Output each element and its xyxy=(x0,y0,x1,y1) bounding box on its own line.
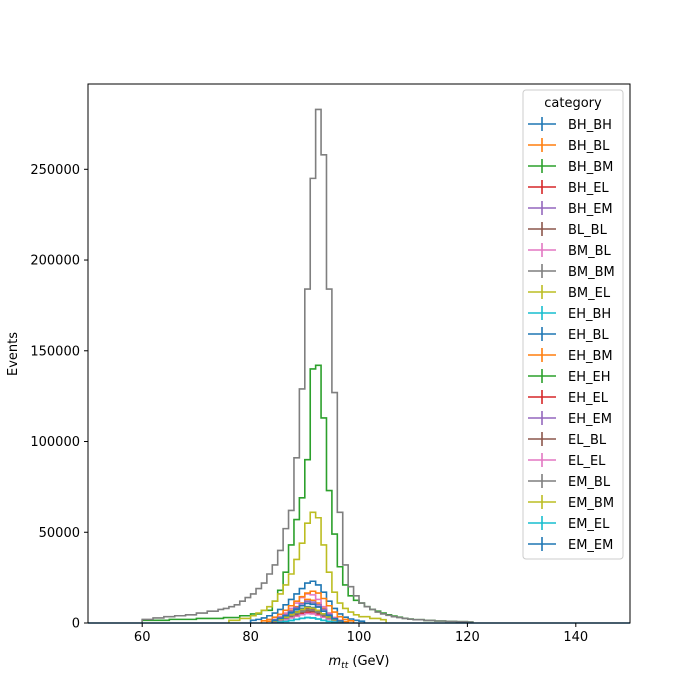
legend-label: EH_EM xyxy=(568,412,612,427)
legend-item-eh-bm: EH_BM xyxy=(528,348,613,364)
legend-label: EH_BL xyxy=(568,328,609,343)
y-axis-ticks: 0 50000 100000 150000 200000 250000 xyxy=(30,163,88,632)
legend-item-eh-el: EH_EL xyxy=(528,390,609,406)
legend-label: EM_BM xyxy=(568,496,614,511)
x-tick-label: 140 xyxy=(563,630,588,645)
legend-item-bm-el: BM_EL xyxy=(528,285,611,301)
series-line-eh-bm xyxy=(260,590,355,623)
legend-label: EM_EM xyxy=(568,538,613,553)
legend-label: BH_BL xyxy=(568,139,610,154)
legend-label: EL_EL xyxy=(568,454,606,469)
legend-label: BH_EL xyxy=(568,181,609,196)
legend-item-el-el: EL_EL xyxy=(528,453,606,469)
legend-item-el-bl: EL_BL xyxy=(528,432,607,448)
series-line-em-el xyxy=(276,616,339,623)
legend-label: EH_EH xyxy=(568,370,610,385)
x-axis-label: mtt (GeV) xyxy=(329,654,390,671)
legend-item-em-bl: EM_BL xyxy=(528,474,611,490)
legend-item-eh-bl: EH_BL xyxy=(528,327,609,343)
series-layer xyxy=(88,108,630,624)
legend-label: BM_EL xyxy=(568,286,611,301)
legend-item-em-em: EM_EM xyxy=(528,537,613,553)
legend-item-bh-el: BH_EL xyxy=(528,180,609,196)
x-axis-label-subscript: tt xyxy=(341,661,349,671)
legend-item-bm-bl: BM_BL xyxy=(528,243,612,259)
legend-items: BH_BH BH_BL BH_BM BH_EL BH_EM BL_BL BM_BL BM_BM… xyxy=(528,117,615,553)
x-tick-label: 80 xyxy=(242,630,259,645)
x-tick-label: 120 xyxy=(455,630,480,645)
legend-item-bh-bh: BH_BH xyxy=(528,117,612,133)
legend-label: EH_BH xyxy=(568,307,611,322)
series-line-bm-el xyxy=(228,511,387,623)
series-line-em-em xyxy=(271,602,344,623)
legend-item-em-el: EM_EL xyxy=(528,516,610,532)
series-line-eh-bl xyxy=(249,580,366,623)
y-tick-label: 50000 xyxy=(39,526,80,541)
y-tick-label: 250000 xyxy=(30,163,80,178)
x-tick-label: 60 xyxy=(134,630,151,645)
legend-item-bh-em: BH_EM xyxy=(528,201,613,217)
x-tick-label: 100 xyxy=(347,630,372,645)
series-line-bm-bm xyxy=(141,108,474,623)
legend-label: BH_BM xyxy=(568,160,613,175)
legend-label: BM_BL xyxy=(568,244,612,259)
legend-item-bm-bm: BM_BM xyxy=(528,264,615,280)
legend-item-eh-em: EH_EM xyxy=(528,411,612,427)
legend: category BH_BHBH_BLBH_BMBH_ELBH_EMBL_BLB… xyxy=(522,89,624,560)
x-axis-label-main: m xyxy=(329,654,342,669)
legend-item-eh-bh: EH_BH xyxy=(528,306,611,322)
legend-label: EH_BM xyxy=(568,349,613,364)
legend-item-eh-eh: EH_EH xyxy=(528,369,610,385)
legend-label: BH_BH xyxy=(568,118,612,133)
legend-label: BH_EM xyxy=(568,202,613,217)
y-tick-label: 200000 xyxy=(30,254,80,269)
y-tick-label: 100000 xyxy=(30,435,80,450)
legend-item-bl-bl: BL_BL xyxy=(528,222,608,238)
y-tick-label: 0 xyxy=(72,617,80,632)
y-tick-label: 150000 xyxy=(30,344,80,359)
legend-label: BM_BM xyxy=(568,265,615,280)
legend-label: EL_BL xyxy=(568,433,607,448)
legend-label: EM_BL xyxy=(568,475,611,490)
legend-item-bh-bm: BH_BM xyxy=(528,159,613,175)
legend-title: category xyxy=(544,96,602,111)
y-axis-label: Events xyxy=(6,332,21,376)
legend-item-bh-bl: BH_BL xyxy=(528,138,610,154)
legend-label: EH_EL xyxy=(568,391,609,406)
x-axis-ticks: 60 80 100 120 140 xyxy=(134,623,588,645)
legend-label: BL_BL xyxy=(568,223,608,238)
legend-label: EM_EL xyxy=(568,517,610,532)
legend-item-em-bm: EM_BM xyxy=(528,495,614,511)
x-axis-label-unit: (GeV) xyxy=(348,654,389,669)
